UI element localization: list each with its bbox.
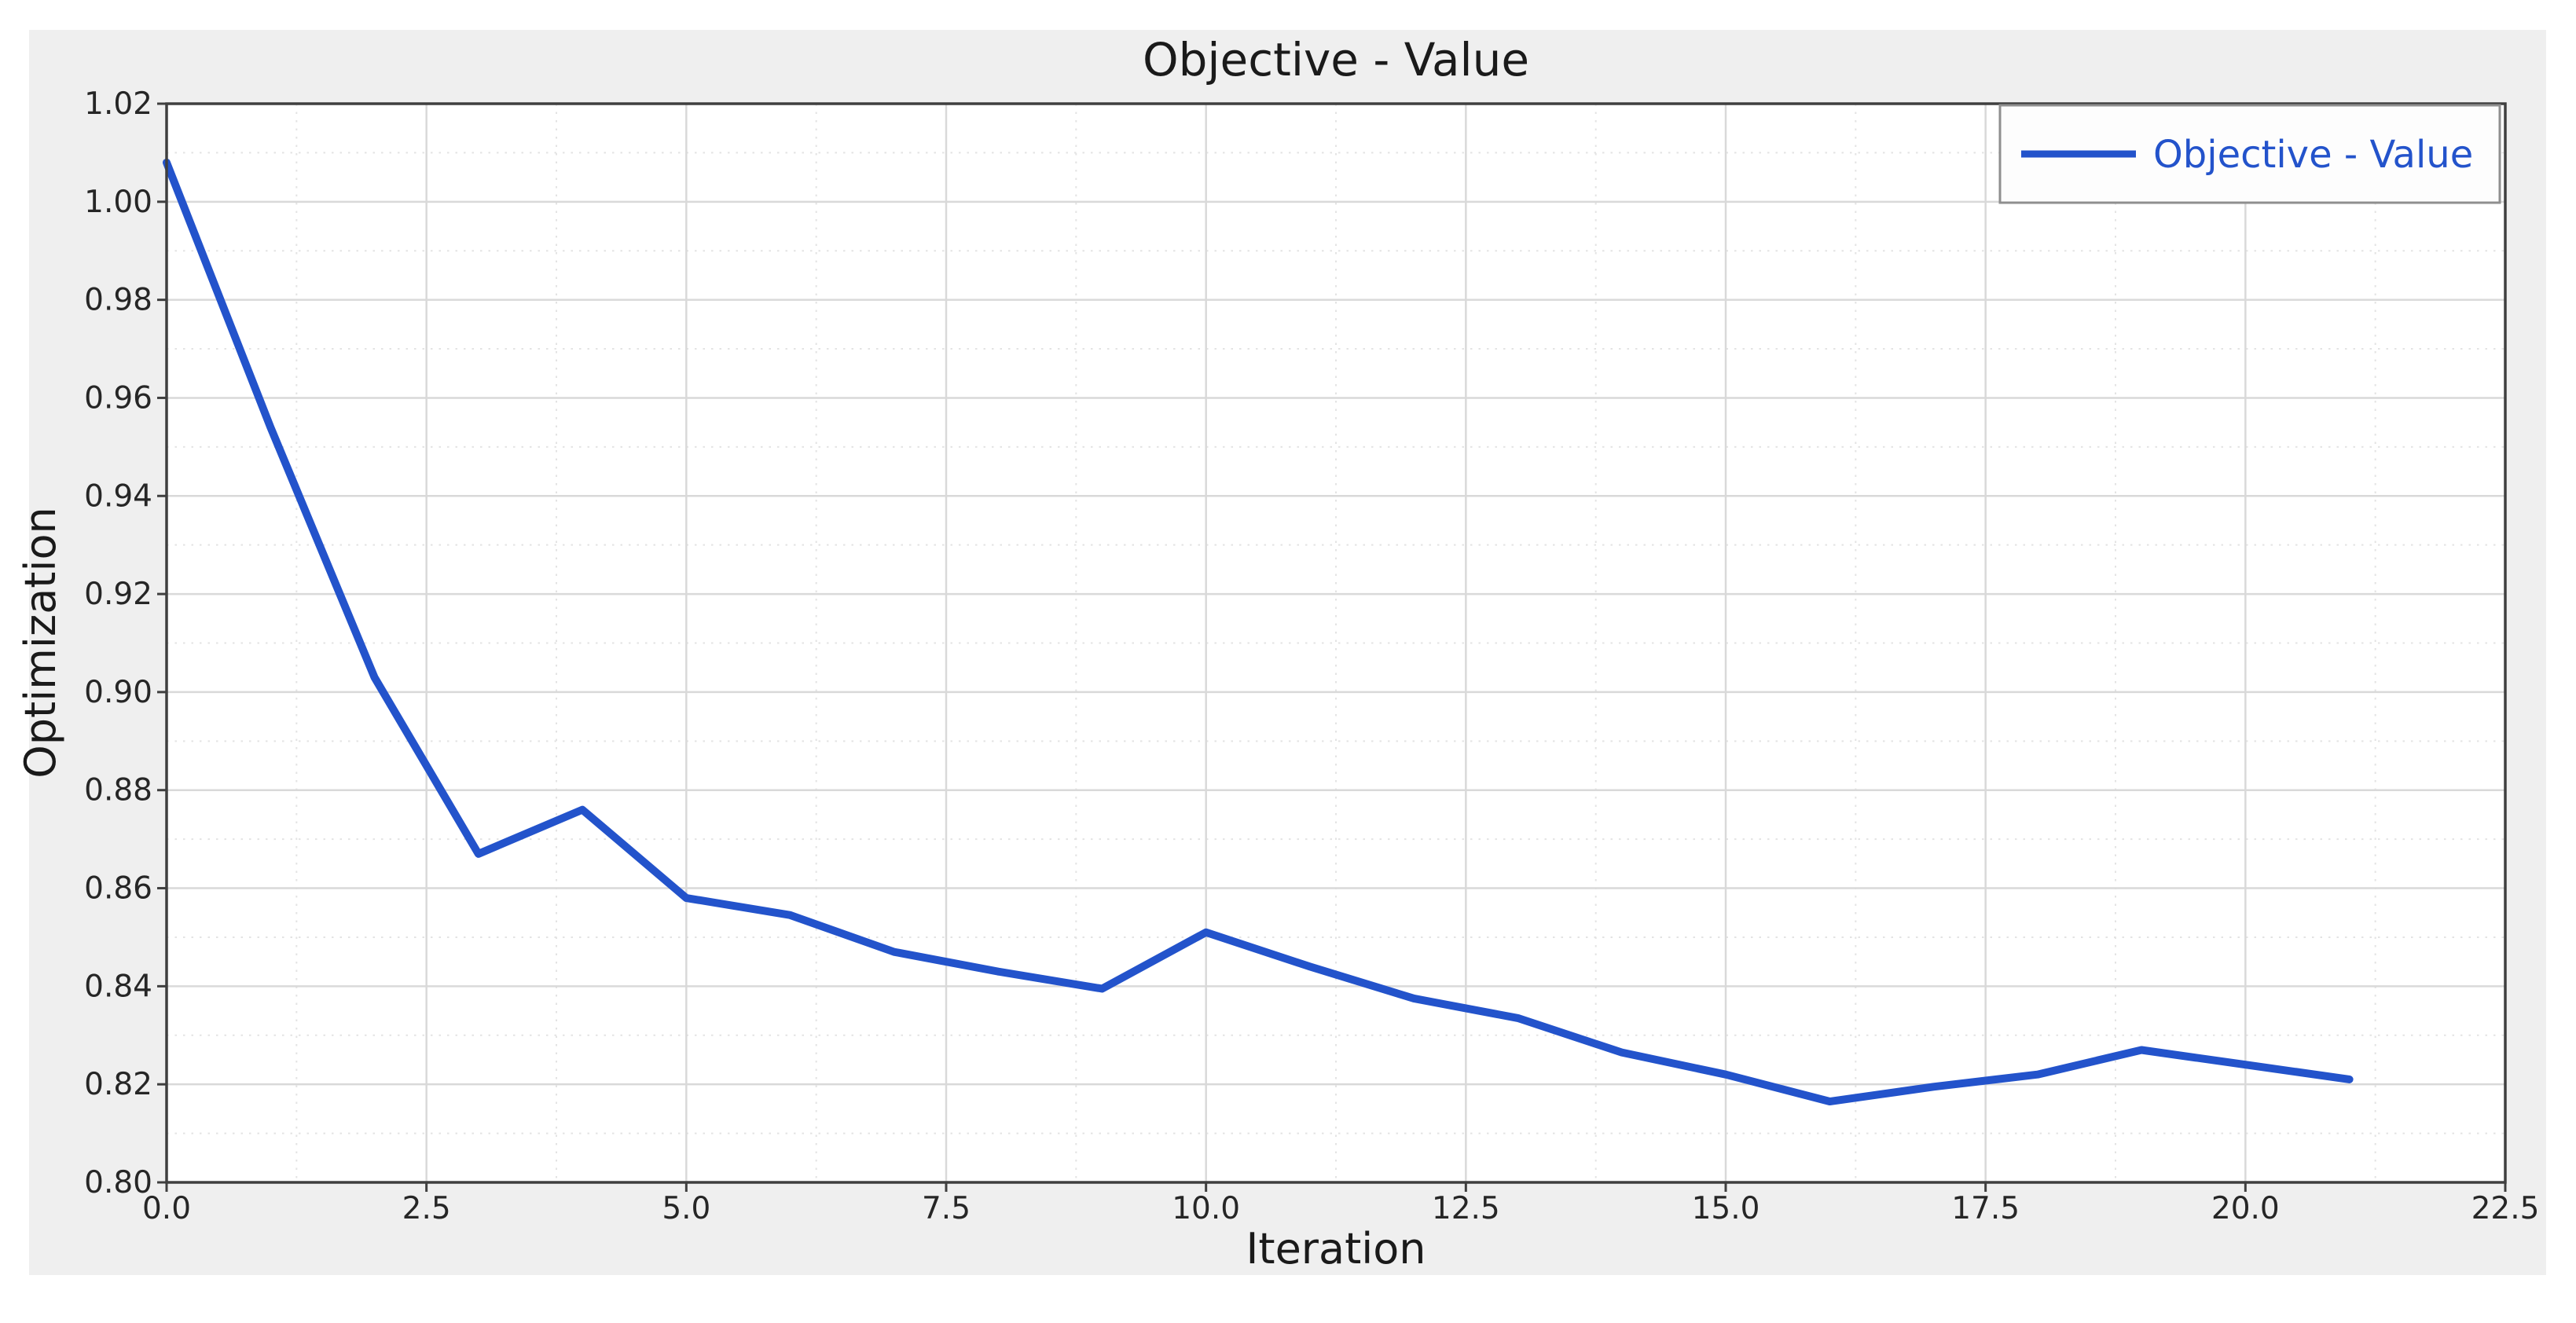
x-tick-label: 17.5	[1951, 1191, 2020, 1226]
x-axis-tick-labels: 0.0 2.5 5.0 7.5 10.0 12.5 15.0 17.5 20.0 22.5	[142, 1191, 2539, 1226]
x-tick-label: 0.0	[142, 1191, 191, 1226]
y-tick-label: 0.82	[84, 1067, 152, 1102]
y-tick-label: 0.84	[84, 969, 152, 1004]
y-axis-tick-labels: 0.80 0.82 0.84 0.86 0.88 0.90 0.92 0.94 0.96 0.98…	[84, 86, 152, 1200]
x-tick-label: 12.5	[1432, 1191, 1500, 1226]
x-tick-label: 7.5	[922, 1191, 971, 1226]
y-tick-label: 0.80	[84, 1165, 152, 1200]
y-tick-label: 0.98	[84, 283, 152, 318]
y-axis-ticks	[157, 102, 167, 1184]
y-axis-label: Optimization	[16, 507, 65, 778]
x-tick-label: 20.0	[2211, 1191, 2280, 1226]
objective-value-line	[163, 158, 2354, 1106]
y-tick-label: 0.96	[84, 380, 152, 416]
x-tick-label: 15.0	[1692, 1191, 1760, 1226]
legend: Objective - Value	[1998, 104, 2501, 204]
x-tick-label: 22.5	[2471, 1191, 2540, 1226]
y-tick-label: 0.92	[84, 577, 152, 612]
y-tick-label: 0.88	[84, 773, 152, 808]
x-tick-label: 10.0	[1172, 1191, 1240, 1226]
y-tick-label: 0.94	[84, 478, 152, 514]
y-tick-label: 1.00	[84, 185, 152, 220]
y-tick-label: 1.02	[84, 86, 152, 122]
x-axis-label: Iteration	[1246, 1224, 1426, 1274]
chart-title: Objective - Value	[1143, 33, 1529, 86]
x-tick-label: 5.0	[662, 1191, 710, 1226]
x-axis-ticks	[165, 1182, 2507, 1192]
x-tick-label: 2.5	[402, 1191, 451, 1226]
plot-border	[165, 102, 2507, 1184]
legend-box	[1998, 104, 2501, 204]
y-tick-label: 0.90	[84, 675, 152, 710]
y-tick-label: 0.86	[84, 871, 152, 907]
legend-label: Objective - Value	[2153, 133, 2473, 177]
